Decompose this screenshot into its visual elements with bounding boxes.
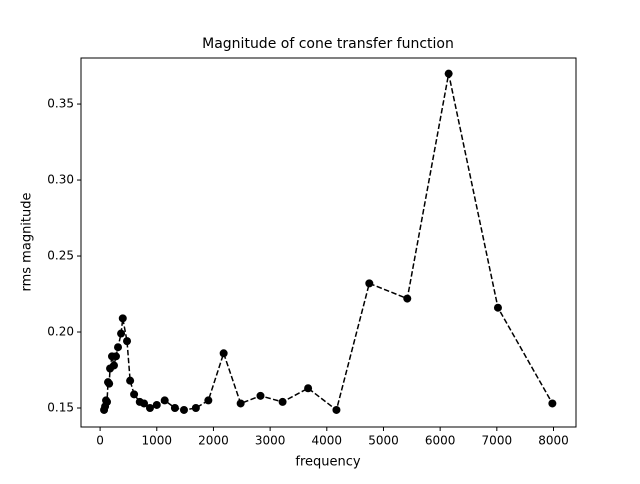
x-tick-label: 4000	[312, 434, 343, 448]
x-tick-label: 7000	[482, 434, 513, 448]
data-point	[109, 361, 118, 370]
x-tick-label: 1000	[142, 434, 173, 448]
chart-title: Magnitude of cone transfer function	[202, 36, 454, 52]
data-point	[365, 279, 374, 288]
data-point	[304, 384, 313, 393]
data-point	[111, 352, 120, 361]
data-point	[179, 405, 188, 414]
x-tick-label: 6000	[425, 434, 456, 448]
data-point	[117, 329, 126, 338]
data-point	[160, 396, 169, 405]
data-point	[493, 303, 502, 312]
data-point	[191, 404, 200, 413]
data-point	[403, 294, 412, 303]
x-tick-label: 2000	[198, 434, 229, 448]
data-point	[140, 399, 149, 408]
data-point	[145, 404, 154, 413]
data-point	[332, 405, 341, 414]
x-axis-label: frequency	[295, 455, 361, 470]
x-tick-label: 8000	[538, 434, 569, 448]
x-tick-label: 3000	[255, 434, 286, 448]
data-point	[126, 376, 135, 385]
data-point	[236, 399, 245, 408]
data-point	[130, 390, 139, 399]
y-tick-label: 0.25	[47, 249, 74, 263]
data-point	[103, 397, 112, 406]
y-tick-label: 0.35	[47, 97, 74, 111]
data-line	[103, 73, 554, 412]
data-point	[118, 314, 127, 323]
x-tick-label: 0	[96, 434, 104, 448]
data-point	[105, 379, 114, 388]
data-point	[170, 404, 179, 413]
data-point	[114, 343, 123, 352]
plot-frame	[80, 57, 577, 428]
data-point	[548, 399, 557, 408]
y-axis-label: rms magnitude	[20, 192, 35, 291]
x-tick-label: 5000	[368, 434, 399, 448]
y-tick-label: 0.15	[47, 401, 74, 415]
data-point	[444, 69, 453, 78]
data-point	[219, 349, 228, 358]
data-point	[123, 337, 132, 346]
data-point	[152, 400, 161, 409]
data-point	[256, 391, 265, 400]
y-tick-label: 0.20	[47, 325, 74, 339]
y-tick-label: 0.30	[47, 173, 74, 187]
data-point	[204, 396, 213, 405]
data-point	[278, 397, 287, 406]
